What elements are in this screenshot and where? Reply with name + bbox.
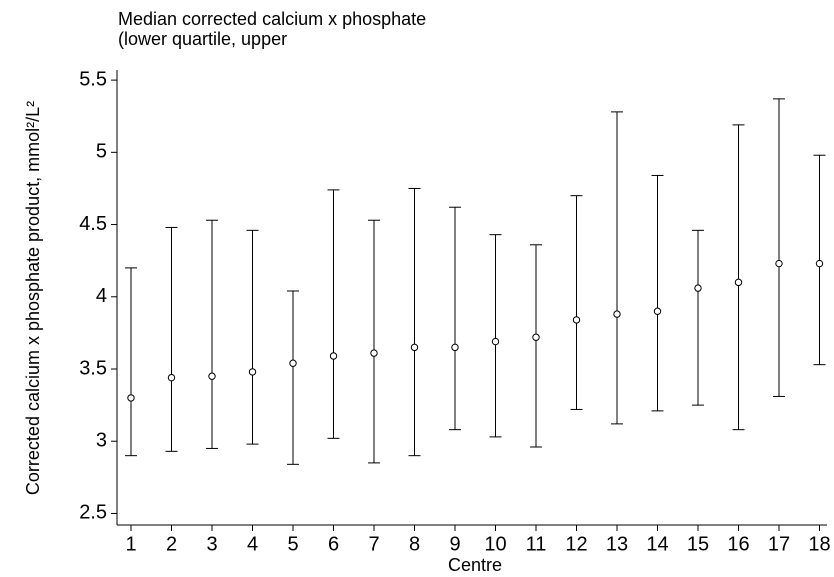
y-axis-label: Corrected calcium x phosphate product, m… [23, 101, 43, 495]
median-marker [167, 373, 176, 382]
x-tick-label: 6 [328, 533, 339, 555]
median-marker [451, 343, 459, 352]
y-tick-label: 2.5 [79, 502, 107, 524]
median-marker [572, 316, 581, 324]
x-tick-label: 1 [125, 533, 136, 555]
x-axis-label: Centre [448, 555, 502, 575]
x-tick-label: 17 [768, 533, 790, 555]
x-tick-label: 8 [409, 533, 420, 555]
x-tick-label: 16 [727, 533, 749, 555]
x-tick-label: 9 [449, 533, 460, 555]
median-marker [208, 372, 216, 380]
x-tick-label: 5 [287, 533, 298, 555]
y-tick-label: 5.5 [79, 68, 107, 90]
median-marker [613, 310, 621, 318]
y-tick-label: 4.5 [79, 213, 107, 235]
median-marker [491, 337, 500, 346]
median-marker [694, 284, 702, 292]
x-tick-label: 14 [646, 533, 668, 555]
median-marker [370, 349, 378, 357]
y-tick-label: 5 [96, 141, 107, 163]
median-marker [289, 359, 297, 367]
x-tick-label: 10 [484, 533, 506, 555]
chart-title: Median corrected calcium x phosphate [118, 9, 426, 29]
y-tick-label: 3.5 [79, 357, 107, 379]
chart-title: (lower quartile, upper [118, 29, 287, 49]
x-tick-label: 11 [526, 533, 547, 555]
x-tick-label: 18 [808, 533, 830, 555]
median-marker [329, 352, 338, 360]
median-marker [734, 278, 743, 287]
y-tick-label: 4 [96, 285, 107, 307]
x-tick-label: 15 [687, 533, 709, 555]
y-tick-label: 3 [96, 430, 107, 452]
x-tick-label: 2 [166, 533, 177, 555]
median-marker [532, 333, 540, 341]
median-marker [775, 259, 783, 268]
median-marker [248, 368, 257, 376]
median-marker [410, 343, 419, 352]
x-tick-label: 13 [606, 533, 628, 555]
x-tick-label: 12 [565, 533, 587, 555]
x-tick-label: 3 [206, 533, 217, 555]
median-marker [127, 394, 135, 402]
x-tick-label: 4 [247, 533, 258, 555]
median-marker [653, 307, 662, 315]
median-marker [815, 259, 824, 268]
x-tick-label: 7 [368, 533, 379, 555]
